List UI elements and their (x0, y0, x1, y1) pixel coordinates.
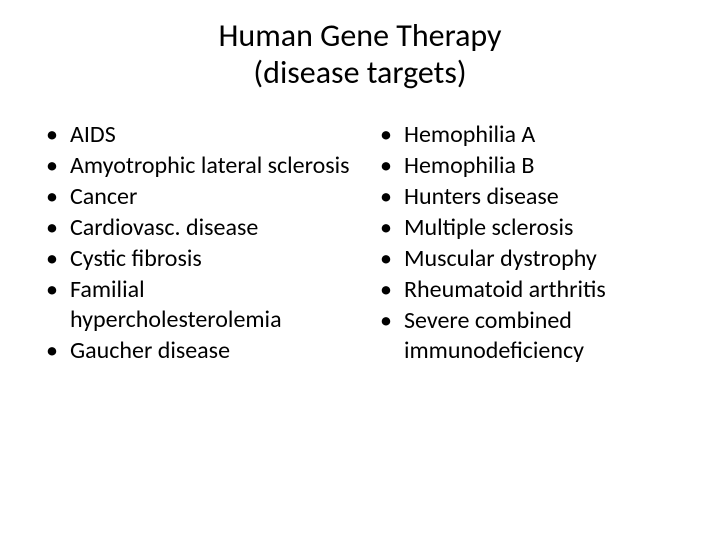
bullet-list-left: AIDS Amyotrophic lateral sclerosis Cance… (36, 120, 350, 366)
slide-container: Human Gene Therapy (disease targets) AID… (0, 0, 720, 540)
title-line-2: (disease targets) (36, 55, 684, 92)
list-item: Hunters disease (370, 182, 684, 212)
list-item: Severe combined immunodeficiency (370, 306, 684, 366)
title-line-1: Human Gene Therapy (36, 18, 684, 55)
list-item: Muscular dystrophy (370, 244, 684, 274)
list-item: Multiple sclerosis (370, 213, 684, 243)
list-item: Gaucher disease (36, 336, 350, 366)
list-item: Cystic fibrosis (36, 244, 350, 274)
bullet-list-right: Hemophilia A Hemophilia B Hunters diseas… (370, 120, 684, 366)
body-columns: AIDS Amyotrophic lateral sclerosis Cance… (36, 120, 684, 367)
list-item: Cardiovasc. disease (36, 213, 350, 243)
list-item: Rheumatoid arthritis (370, 275, 684, 305)
list-item: Hemophilia A (370, 120, 684, 150)
list-item: Cancer (36, 182, 350, 212)
list-item: Hemophilia B (370, 151, 684, 181)
column-left: AIDS Amyotrophic lateral sclerosis Cance… (36, 120, 350, 367)
list-item: Amyotrophic lateral sclerosis (36, 151, 350, 181)
slide-title: Human Gene Therapy (disease targets) (36, 18, 684, 92)
list-item: Familial hypercholesterolemia (36, 275, 350, 335)
list-item: AIDS (36, 120, 350, 150)
column-right: Hemophilia A Hemophilia B Hunters diseas… (370, 120, 684, 367)
